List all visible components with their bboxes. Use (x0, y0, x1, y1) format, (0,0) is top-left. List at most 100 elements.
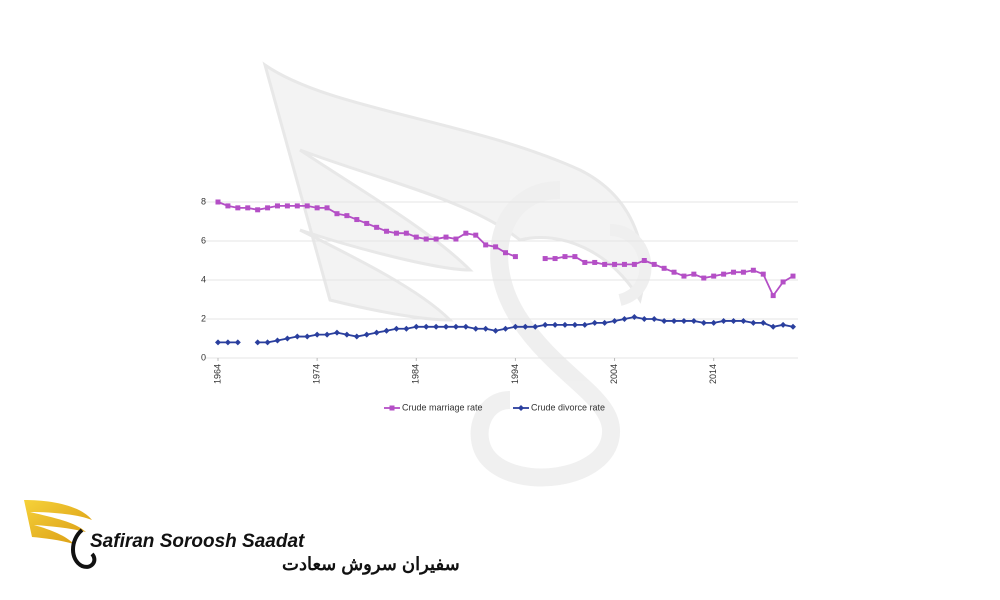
point (324, 205, 330, 211)
point (532, 323, 539, 330)
point (790, 323, 796, 330)
legend-marker (518, 405, 524, 411)
x-tick-label: 1974 (312, 364, 322, 384)
point (671, 317, 678, 324)
point (374, 224, 380, 230)
point (592, 259, 598, 265)
point (433, 323, 440, 330)
point (760, 319, 767, 326)
point (363, 331, 370, 338)
point (731, 269, 737, 275)
point (314, 331, 321, 338)
point (621, 261, 627, 267)
point (413, 234, 419, 240)
point (215, 339, 221, 346)
point (760, 271, 766, 277)
point (641, 258, 647, 263)
point (383, 327, 390, 334)
point (750, 319, 757, 326)
point (473, 232, 479, 238)
point (354, 217, 360, 223)
point (780, 321, 787, 328)
point (770, 323, 777, 330)
point (493, 244, 499, 250)
watermark (262, 61, 652, 487)
point (433, 236, 439, 242)
point (403, 325, 410, 332)
point (611, 317, 618, 324)
point (245, 205, 251, 211)
point (384, 228, 390, 234)
y-tick-label: 6 (201, 235, 206, 245)
point (591, 319, 598, 326)
point (492, 327, 499, 334)
point (393, 325, 400, 332)
point (582, 259, 588, 265)
point (373, 329, 380, 336)
point (235, 205, 241, 211)
point (483, 242, 489, 248)
chart: 0 2 4 6 8 1964 1974 1984 1994 2004 2014 Crude marri… (201, 196, 798, 412)
y-tick-label: 4 (201, 274, 206, 284)
x-tick-label: 1964 (212, 364, 222, 384)
y-tick-label: 0 (201, 352, 206, 362)
point (542, 321, 549, 328)
point (700, 319, 707, 326)
point (770, 293, 776, 299)
point (661, 265, 667, 271)
point (522, 323, 529, 330)
point (462, 323, 469, 330)
x-tick-label: 1984 (411, 364, 421, 384)
point (681, 273, 687, 279)
legend-label: Crude divorce rate (531, 402, 605, 412)
legend-marker (389, 405, 395, 411)
point (562, 254, 568, 260)
point (274, 337, 281, 344)
point (443, 234, 449, 240)
point (601, 319, 608, 326)
point (215, 199, 221, 205)
point (255, 207, 261, 213)
point (671, 269, 677, 275)
point (612, 261, 618, 267)
point (463, 230, 469, 236)
logo: Safiran Soroosh Saadat سفیران سروش سعادت (24, 500, 460, 575)
point (452, 323, 459, 330)
point (711, 273, 717, 279)
point (265, 205, 271, 211)
point (552, 321, 559, 328)
point (710, 319, 717, 326)
point (284, 203, 290, 209)
point (651, 261, 657, 267)
point (472, 325, 479, 332)
logo-wing (24, 500, 92, 544)
point (651, 316, 658, 322)
logo-swan (71, 528, 97, 569)
point (393, 230, 399, 236)
point (621, 316, 628, 322)
y-tick-label: 8 (201, 196, 206, 206)
point (750, 267, 756, 273)
point (353, 333, 360, 340)
point (720, 317, 727, 324)
point (294, 203, 300, 209)
legend-label: Crude marriage rate (402, 402, 483, 412)
point (502, 325, 509, 332)
x-tick-label: 2014 (708, 364, 718, 384)
point (453, 236, 459, 242)
point (403, 230, 409, 236)
point (631, 314, 638, 321)
point (512, 323, 519, 330)
point (225, 203, 231, 209)
y-tick-label: 2 (201, 313, 206, 323)
point (691, 271, 697, 277)
point (224, 339, 231, 346)
point (304, 333, 311, 340)
point (542, 256, 548, 262)
point (364, 220, 370, 226)
point (780, 279, 786, 285)
point (482, 325, 489, 332)
point (333, 329, 340, 336)
point (304, 203, 310, 209)
